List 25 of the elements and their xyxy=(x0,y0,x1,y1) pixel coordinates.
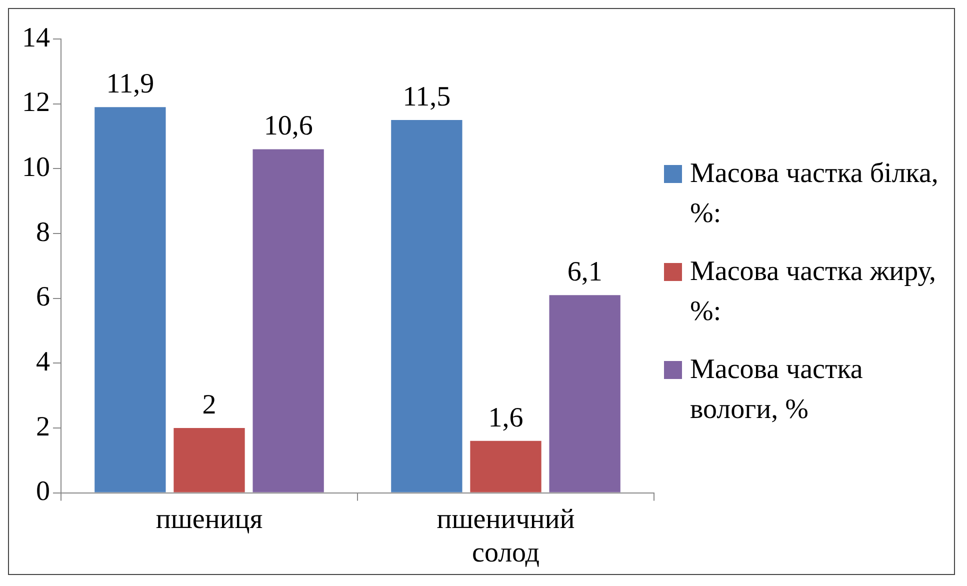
bar xyxy=(252,149,324,492)
data-label: 6,1 xyxy=(567,256,602,288)
data-label: 2 xyxy=(202,389,216,420)
x-tick-label: пшеничний солод xyxy=(436,504,575,569)
bar xyxy=(94,107,166,492)
y-tick-label: 6 xyxy=(36,282,50,313)
bar xyxy=(391,120,462,492)
data-label: 11,5 xyxy=(402,81,451,112)
legend-label: Масова частка жиру, %: xyxy=(690,254,937,328)
y-tick-label: 10 xyxy=(22,152,50,184)
y-tick-label: 8 xyxy=(36,216,50,248)
y-tick-label: 2 xyxy=(36,411,50,442)
y-tick-label: 4 xyxy=(36,346,50,378)
bar xyxy=(470,440,542,492)
data-label: 10,6 xyxy=(264,110,313,142)
bar xyxy=(549,295,620,492)
legend-label: Масова частка вологи, % xyxy=(690,352,864,426)
y-tick-label: 12 xyxy=(22,87,50,118)
bar xyxy=(174,428,245,492)
data-label: 1,6 xyxy=(488,402,524,434)
y-tick-label: 14 xyxy=(22,22,50,54)
data-label: 11,9 xyxy=(106,68,154,100)
x-tick-label: пшениця xyxy=(156,504,263,535)
legend-label: Масова частка білка, %: xyxy=(690,156,940,230)
y-tick-label: 0 xyxy=(36,476,50,508)
